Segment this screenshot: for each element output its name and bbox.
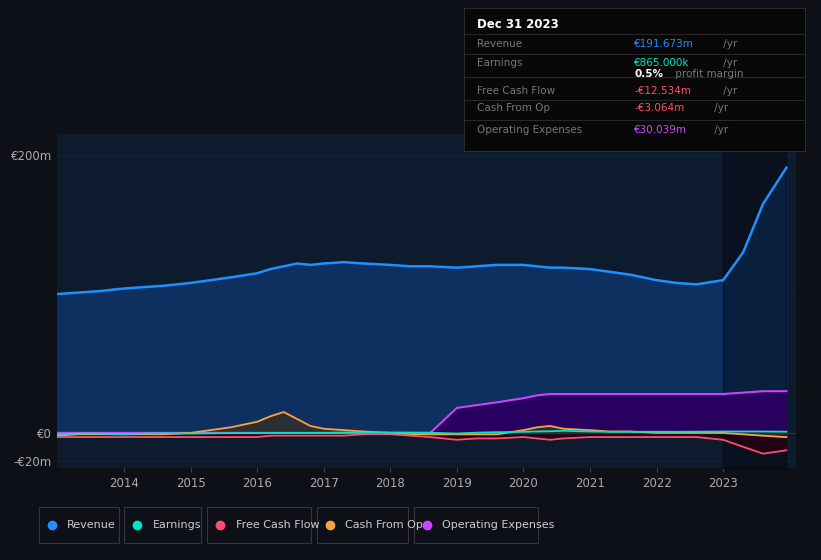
Text: Free Cash Flow: Free Cash Flow — [478, 86, 556, 96]
Text: /yr: /yr — [710, 104, 727, 113]
Text: Operating Expenses: Operating Expenses — [478, 125, 583, 135]
Text: Free Cash Flow: Free Cash Flow — [236, 520, 319, 530]
Text: Revenue: Revenue — [478, 39, 523, 49]
Text: Earnings: Earnings — [478, 58, 523, 68]
Text: Operating Expenses: Operating Expenses — [443, 520, 555, 530]
Text: Cash From Op: Cash From Op — [345, 520, 423, 530]
Text: /yr: /yr — [720, 86, 737, 96]
Text: /yr: /yr — [720, 58, 737, 68]
Text: Revenue: Revenue — [67, 520, 116, 530]
Text: €865.000k: €865.000k — [635, 58, 690, 68]
Text: Earnings: Earnings — [153, 520, 201, 530]
Text: -€3.064m: -€3.064m — [635, 104, 685, 113]
Text: -€12.534m: -€12.534m — [635, 86, 691, 96]
Text: €191.673m: €191.673m — [635, 39, 694, 49]
Text: /yr: /yr — [720, 39, 737, 49]
Text: /yr: /yr — [710, 125, 727, 135]
Text: 0.5%: 0.5% — [635, 69, 663, 79]
Text: Dec 31 2023: Dec 31 2023 — [478, 18, 559, 31]
Text: €30.039m: €30.039m — [635, 125, 687, 135]
Text: profit margin: profit margin — [672, 69, 744, 79]
Text: Cash From Op: Cash From Op — [478, 104, 551, 113]
